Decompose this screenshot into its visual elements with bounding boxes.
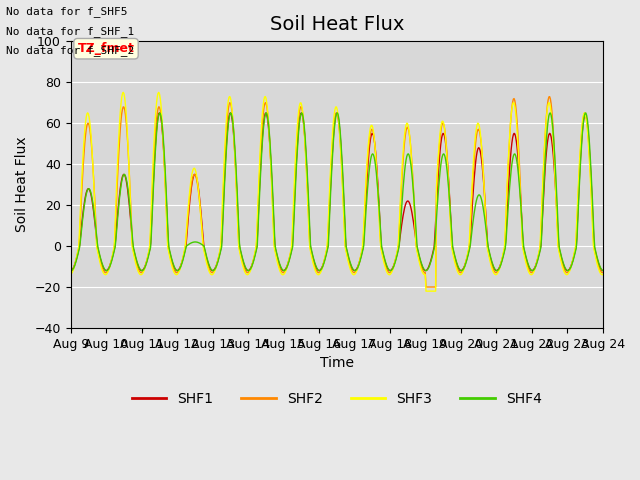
Title: Soil Heat Flux: Soil Heat Flux [269,15,404,34]
SHF1 [156,110,163,116]
Text: No data for f_SHF5: No data for f_SHF5 [6,6,128,17]
SHF1 [131,253,139,259]
SHF3 [402,122,410,128]
SHF2 [422,284,430,290]
SHF2 [76,219,84,225]
Line: SHF4: SHF4 [70,113,603,271]
SHF1 [214,257,222,263]
SHF1 [76,236,84,241]
SHF3 [67,272,74,277]
SHF4 [67,268,74,274]
SHF2 [213,260,221,266]
Line: SHF1: SHF1 [70,113,603,271]
X-axis label: Time: Time [320,356,354,370]
SHF2 [67,270,74,276]
SHF1 [186,198,194,204]
SHF3 [214,257,222,263]
SHF4 [213,261,221,267]
SHF1 [67,268,74,274]
SHF3 [120,89,127,95]
SHF3 [76,209,84,215]
Text: No data for f_SHF_1: No data for f_SHF_1 [6,25,134,36]
Text: No data for f_SHF_2: No data for f_SHF_2 [6,45,134,56]
Line: SHF3: SHF3 [70,92,603,291]
SHF1 [599,268,607,274]
Y-axis label: Soil Heat Flux: Soil Heat Flux [15,137,29,232]
SHF2 [185,202,193,207]
Line: SHF2: SHF2 [70,96,603,287]
SHF4 [333,110,341,116]
SHF1 [418,262,426,268]
Text: TZ_fmet: TZ_fmet [77,42,134,55]
SHF4 [131,252,139,257]
SHF1 [402,200,410,206]
SHF2 [546,94,554,99]
SHF3 [186,187,194,192]
SHF3 [422,288,430,294]
SHF2 [401,132,409,138]
SHF4 [316,268,323,274]
SHF4 [185,241,193,247]
SHF3 [599,272,607,277]
SHF2 [131,255,139,261]
SHF4 [599,268,607,274]
Legend: SHF1, SHF2, SHF3, SHF4: SHF1, SHF2, SHF3, SHF4 [126,386,547,412]
SHF4 [419,263,426,269]
SHF3 [418,267,426,273]
SHF3 [132,261,140,266]
SHF2 [599,270,607,276]
SHF2 [417,263,425,268]
SHF4 [403,154,411,159]
SHF4 [76,239,84,245]
